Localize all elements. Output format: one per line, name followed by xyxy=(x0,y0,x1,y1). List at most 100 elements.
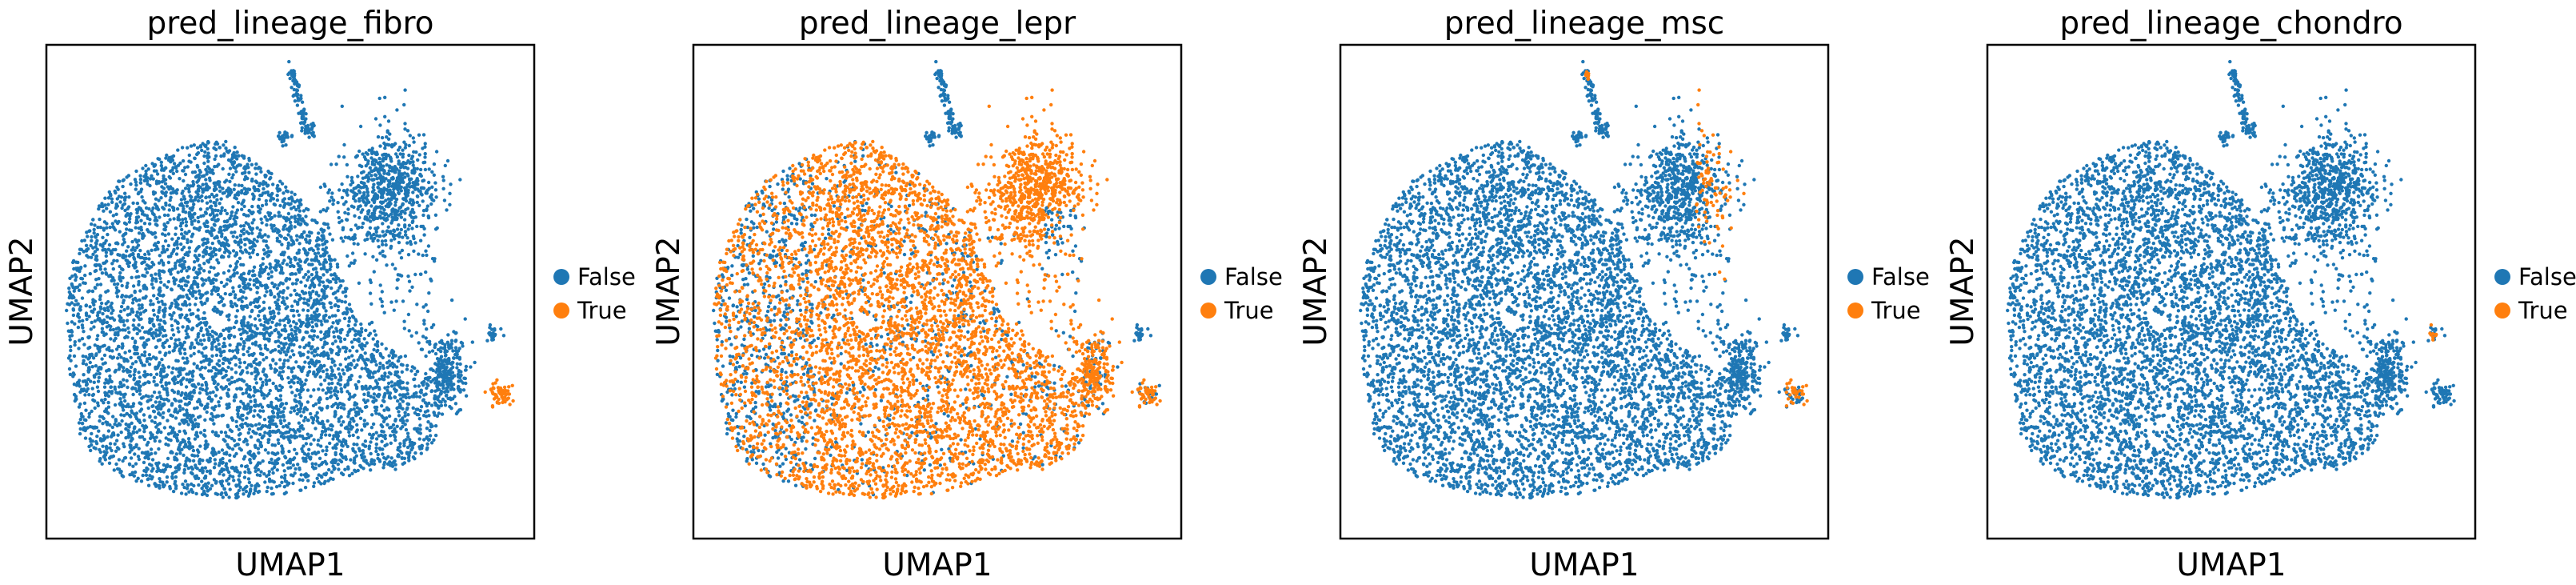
scatter-point xyxy=(74,364,78,368)
scatter-point xyxy=(77,288,82,292)
scatter-point xyxy=(252,194,256,198)
scatter-point xyxy=(190,371,194,375)
scatter-point xyxy=(80,238,84,243)
scatter-point xyxy=(140,195,144,199)
scatter-point xyxy=(195,467,199,471)
scatter-point xyxy=(262,434,266,438)
scatter-point xyxy=(316,319,320,323)
scatter-point xyxy=(298,388,303,392)
scatter-point xyxy=(172,247,176,252)
scatter-point xyxy=(325,319,329,323)
scatter-point xyxy=(209,257,213,261)
scatter-point xyxy=(334,296,338,300)
scatter-point xyxy=(258,409,262,413)
scatter-point xyxy=(186,280,190,284)
scatter-point xyxy=(223,356,227,360)
scatter-point xyxy=(409,447,413,452)
scatter-point xyxy=(192,351,196,356)
scatter-point xyxy=(179,269,184,273)
scatter-point xyxy=(289,293,293,297)
scatter-point xyxy=(79,276,83,281)
scatter-point xyxy=(282,191,286,195)
scatter-point xyxy=(245,304,249,308)
scatter-point xyxy=(128,374,133,378)
scatter-point xyxy=(100,415,105,419)
scatter-point xyxy=(257,183,262,188)
scatter-point xyxy=(193,407,197,411)
scatter-point xyxy=(361,467,365,471)
scatter-point xyxy=(201,238,205,242)
scatter-point xyxy=(139,336,143,340)
scatter-point xyxy=(372,459,376,463)
scatter-point xyxy=(277,307,282,311)
scatter-point xyxy=(203,466,207,470)
scatter-point xyxy=(271,316,276,320)
scatter-point xyxy=(187,153,191,158)
scatter-point xyxy=(306,452,310,456)
scatter-point xyxy=(170,237,174,241)
scatter-point xyxy=(226,387,230,392)
scatter-point xyxy=(258,377,263,381)
scatter-point xyxy=(288,355,293,359)
scatter-point xyxy=(220,310,224,315)
scatter-point xyxy=(202,489,206,493)
scatter-point xyxy=(249,399,253,403)
scatter-point xyxy=(294,360,298,364)
scatter-point xyxy=(198,391,202,395)
scatter-point xyxy=(110,197,114,201)
scatter-point xyxy=(211,287,216,291)
scatter-point xyxy=(256,447,261,451)
scatter-point xyxy=(293,288,297,293)
scatter-point xyxy=(374,446,378,450)
scatter-point xyxy=(258,432,262,437)
scatter-point xyxy=(71,308,76,312)
scatter-point xyxy=(344,350,348,354)
scatter-point xyxy=(222,337,226,341)
scatter-point xyxy=(269,198,273,202)
scatter-point xyxy=(178,371,182,375)
scatter-point xyxy=(239,332,243,336)
scatter-point xyxy=(230,160,234,164)
scatter-point xyxy=(166,391,170,395)
scatter-point xyxy=(314,290,318,295)
scatter-point xyxy=(94,263,98,268)
scatter-point xyxy=(385,365,389,370)
scatter-point xyxy=(72,266,76,271)
scatter-point xyxy=(331,291,336,296)
scatter-point xyxy=(178,429,182,434)
scatter-point xyxy=(310,320,314,324)
scatter-point xyxy=(267,339,271,343)
scatter-point xyxy=(189,312,194,316)
scatter-point xyxy=(206,220,210,224)
scatter-point xyxy=(202,269,206,273)
scatter-point xyxy=(314,462,318,466)
scatter-point xyxy=(246,443,250,447)
scatter-point xyxy=(138,420,142,425)
scatter-point xyxy=(276,230,280,234)
scatter-point xyxy=(258,228,262,232)
scatter-point xyxy=(206,146,210,151)
scatter-point xyxy=(106,289,110,293)
scatter-point xyxy=(347,319,351,323)
scatter-point xyxy=(196,314,200,319)
scatter-point xyxy=(273,295,277,299)
scatter-point xyxy=(106,400,110,405)
scatter-point xyxy=(290,391,294,395)
scatter-point xyxy=(206,290,210,295)
scatter-point xyxy=(370,413,374,417)
scatter-point xyxy=(309,442,313,447)
scatter-point xyxy=(259,470,263,474)
scatter-point xyxy=(183,210,188,214)
scatter-point xyxy=(161,334,166,339)
scatter-point xyxy=(138,181,143,185)
scatter-point xyxy=(146,338,150,342)
scatter-point xyxy=(201,316,205,321)
scatter-point xyxy=(146,477,150,481)
scatter-point xyxy=(239,288,243,292)
scatter-point xyxy=(252,360,256,365)
scatter-point xyxy=(213,236,217,240)
scatter-point xyxy=(242,344,246,348)
scatter-point xyxy=(134,226,138,230)
scatter-point xyxy=(266,276,271,280)
